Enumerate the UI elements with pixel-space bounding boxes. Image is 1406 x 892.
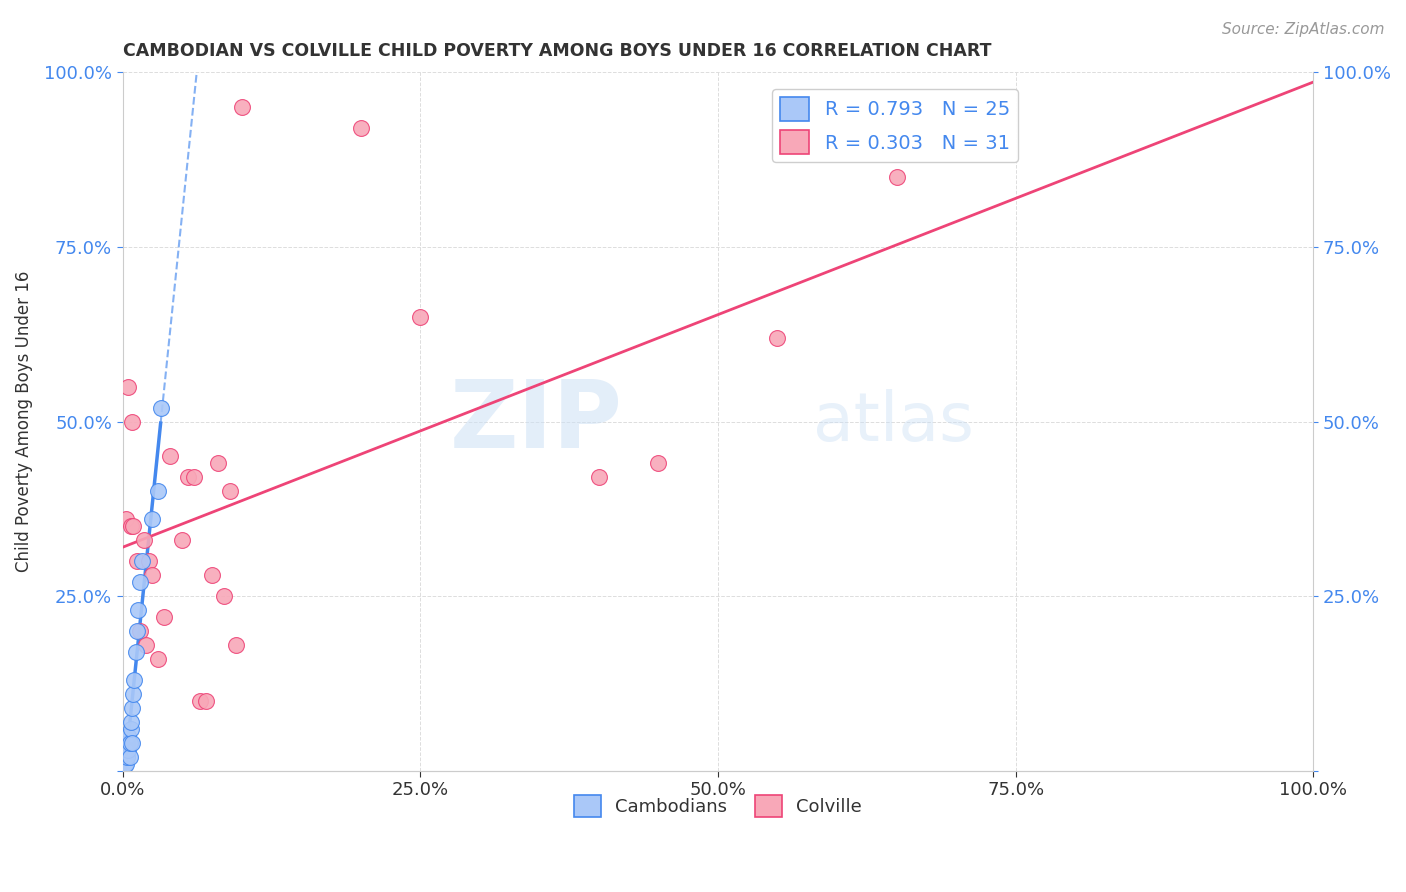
Point	[121, 701, 143, 715]
Point	[112, 760, 135, 774]
Point	[409, 310, 432, 324]
Point	[114, 749, 136, 764]
Point	[149, 401, 172, 415]
Point	[153, 610, 176, 624]
Point	[148, 484, 170, 499]
Point	[588, 470, 610, 484]
Point	[124, 645, 146, 659]
Point	[120, 722, 142, 736]
Text: CAMBODIAN VS COLVILLE CHILD POVERTY AMONG BOYS UNDER 16 CORRELATION CHART: CAMBODIAN VS COLVILLE CHILD POVERTY AMON…	[122, 42, 991, 60]
Point	[201, 568, 224, 582]
Point	[115, 756, 138, 771]
Point	[117, 743, 139, 757]
Point	[647, 457, 669, 471]
Y-axis label: Child Poverty Among Boys Under 16: Child Poverty Among Boys Under 16	[15, 271, 32, 573]
Text: Source: ZipAtlas.com: Source: ZipAtlas.com	[1222, 22, 1385, 37]
Point	[159, 450, 181, 464]
Point	[117, 736, 139, 750]
Point	[120, 519, 142, 533]
Point	[183, 470, 205, 484]
Point	[129, 575, 152, 590]
Point	[207, 457, 229, 471]
Point	[138, 554, 160, 568]
Point	[141, 568, 163, 582]
Point	[131, 554, 153, 568]
Point	[170, 533, 193, 548]
Point	[350, 121, 373, 136]
Point	[117, 379, 139, 393]
Point	[117, 729, 139, 743]
Point	[218, 484, 240, 499]
Point	[124, 673, 146, 687]
Text: ZIP: ZIP	[450, 376, 623, 467]
Point	[135, 638, 157, 652]
Point	[132, 533, 155, 548]
Point	[118, 749, 141, 764]
Legend: Cambodians, Colville: Cambodians, Colville	[567, 788, 869, 824]
Point	[115, 743, 138, 757]
Point	[125, 624, 148, 638]
Point	[129, 624, 152, 638]
Point	[118, 736, 141, 750]
Point	[115, 512, 138, 526]
Point	[121, 736, 143, 750]
Point	[225, 638, 247, 652]
Point	[231, 100, 253, 114]
Point	[177, 470, 200, 484]
Point	[766, 331, 789, 345]
Point	[121, 415, 143, 429]
Point	[127, 603, 149, 617]
Point	[212, 589, 235, 603]
Point	[194, 694, 217, 708]
Point	[122, 687, 145, 701]
Text: atlas: atlas	[813, 389, 974, 455]
Point	[114, 756, 136, 771]
Point	[120, 714, 142, 729]
Point	[148, 652, 170, 666]
Point	[122, 519, 145, 533]
Point	[125, 554, 148, 568]
Point	[117, 749, 139, 764]
Point	[886, 170, 908, 185]
Point	[141, 512, 163, 526]
Point	[188, 694, 211, 708]
